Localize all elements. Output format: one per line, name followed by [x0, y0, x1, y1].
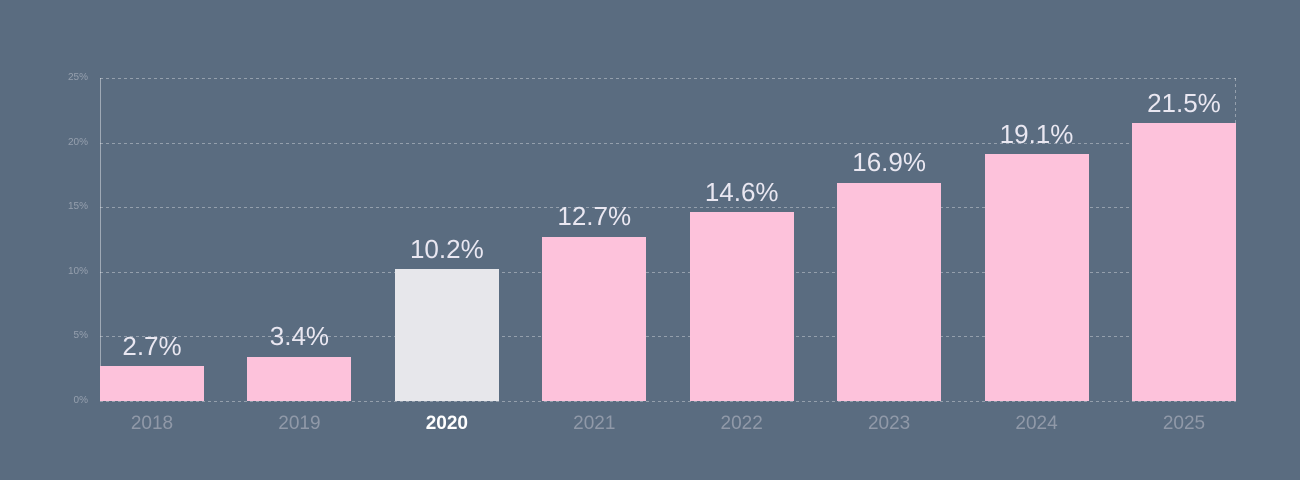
bar-2021[interactable] — [542, 236, 647, 401]
bar-group-2024: 19.1% — [984, 78, 1089, 401]
gridline-15% — [100, 207, 1236, 209]
x-axis-label-2024: 2024 — [1015, 413, 1058, 434]
x-axis-labels: 2018 2019 2020 2021 2022 2023 2024 2025 — [100, 412, 1236, 436]
bar-value-label-2018: 2.7% — [122, 330, 182, 361]
bar-value-label-2021: 12.7% — [557, 201, 632, 232]
bar-2020[interactable] — [394, 269, 499, 401]
x-axis-label-2020: 2020 — [425, 413, 468, 434]
y-tick-label-5%: 5% — [73, 330, 88, 342]
y-tick-label-15%: 15% — [67, 201, 88, 213]
bar-group-2019: 3.4% — [247, 78, 352, 401]
bar-value-label-2025: 21.5% — [1147, 87, 1221, 118]
bar-2025[interactable] — [1131, 123, 1236, 401]
bar-group-2018: 2.7% — [100, 78, 204, 401]
x-axis-label-2021: 2021 — [573, 413, 616, 434]
bar-group-2023: 16.9% — [837, 78, 942, 401]
bar-value-label-2019: 3.4% — [269, 321, 330, 352]
plot-area: 2.7% 3.4% 10.2% 12.7% 14.6% 16.9% 19.1% 21.5% — [100, 78, 1236, 402]
bar-value-label-2023: 16.9% — [852, 147, 926, 178]
bars-row: 2.7% 3.4% 10.2% 12.7% 14.6% 16.9% 19.1% 21.5% — [100, 78, 1236, 401]
x-axis-label-2025: 2025 — [1162, 413, 1206, 434]
bar-group-2020: 10.2% — [394, 78, 499, 401]
x-axis-label-2023: 2023 — [867, 413, 911, 434]
bar-value-label-2020: 10.2% — [409, 233, 484, 264]
bar-2023[interactable] — [837, 182, 942, 401]
bar-2018[interactable] — [100, 366, 204, 401]
y-axis-tick-labels: 0% 5% 10% 15% 20% 25% — [0, 72, 88, 406]
gridline-20% — [100, 142, 1236, 144]
bar-group-2025: 21.5% — [1131, 78, 1236, 401]
gridline-25% — [100, 78, 1236, 79]
bar-value-label-2024: 19.1% — [999, 118, 1074, 149]
y-tick-label-10%: 10% — [67, 265, 88, 277]
y-tick-label-25%: 25% — [67, 72, 88, 83]
gridline-5% — [100, 336, 1236, 338]
y-axis-line — [100, 78, 101, 401]
bar-value-label-2022: 14.6% — [704, 176, 779, 207]
x-axis-label-2019: 2019 — [278, 413, 321, 434]
y-tick-label-0%: 0% — [73, 395, 88, 406]
gridline-0% — [100, 401, 1236, 402]
y-tick-label-20%: 20% — [67, 136, 88, 148]
x-axis-label-2018: 2018 — [130, 413, 174, 434]
bar-group-2022: 14.6% — [689, 78, 794, 401]
bar-2024[interactable] — [984, 154, 1089, 401]
bar-2019[interactable] — [247, 357, 352, 401]
x-axis-label-2022: 2022 — [720, 413, 763, 434]
bar-2022[interactable] — [689, 212, 794, 401]
bar-group-2021: 12.7% — [542, 78, 647, 401]
gridline-10% — [100, 271, 1236, 273]
